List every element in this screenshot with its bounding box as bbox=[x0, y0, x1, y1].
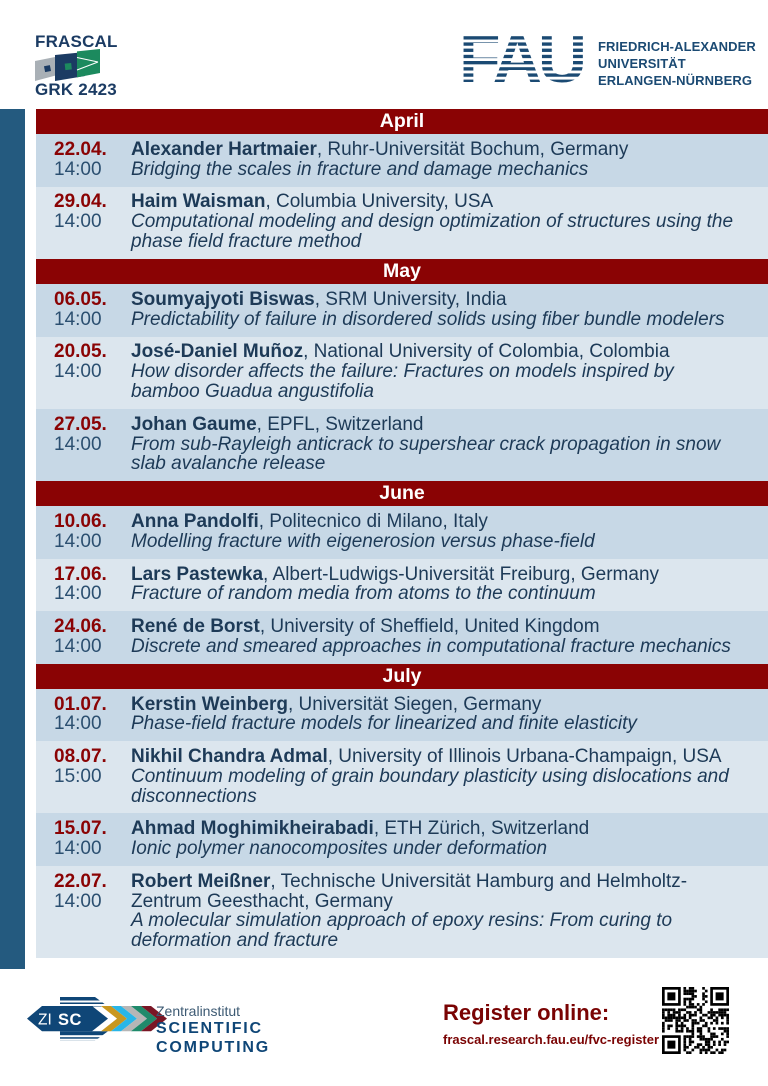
svg-text:SC: SC bbox=[58, 1011, 82, 1029]
svg-text:GRK 2423: GRK 2423 bbox=[35, 80, 117, 98]
svg-text:ZI: ZI bbox=[38, 1012, 52, 1029]
svg-text:FAU: FAU bbox=[463, 30, 583, 92]
svg-text:FRASCAL: FRASCAL bbox=[35, 35, 118, 51]
